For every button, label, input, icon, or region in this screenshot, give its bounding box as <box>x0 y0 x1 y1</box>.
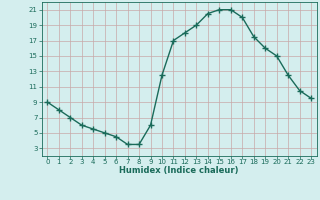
X-axis label: Humidex (Indice chaleur): Humidex (Indice chaleur) <box>119 166 239 175</box>
